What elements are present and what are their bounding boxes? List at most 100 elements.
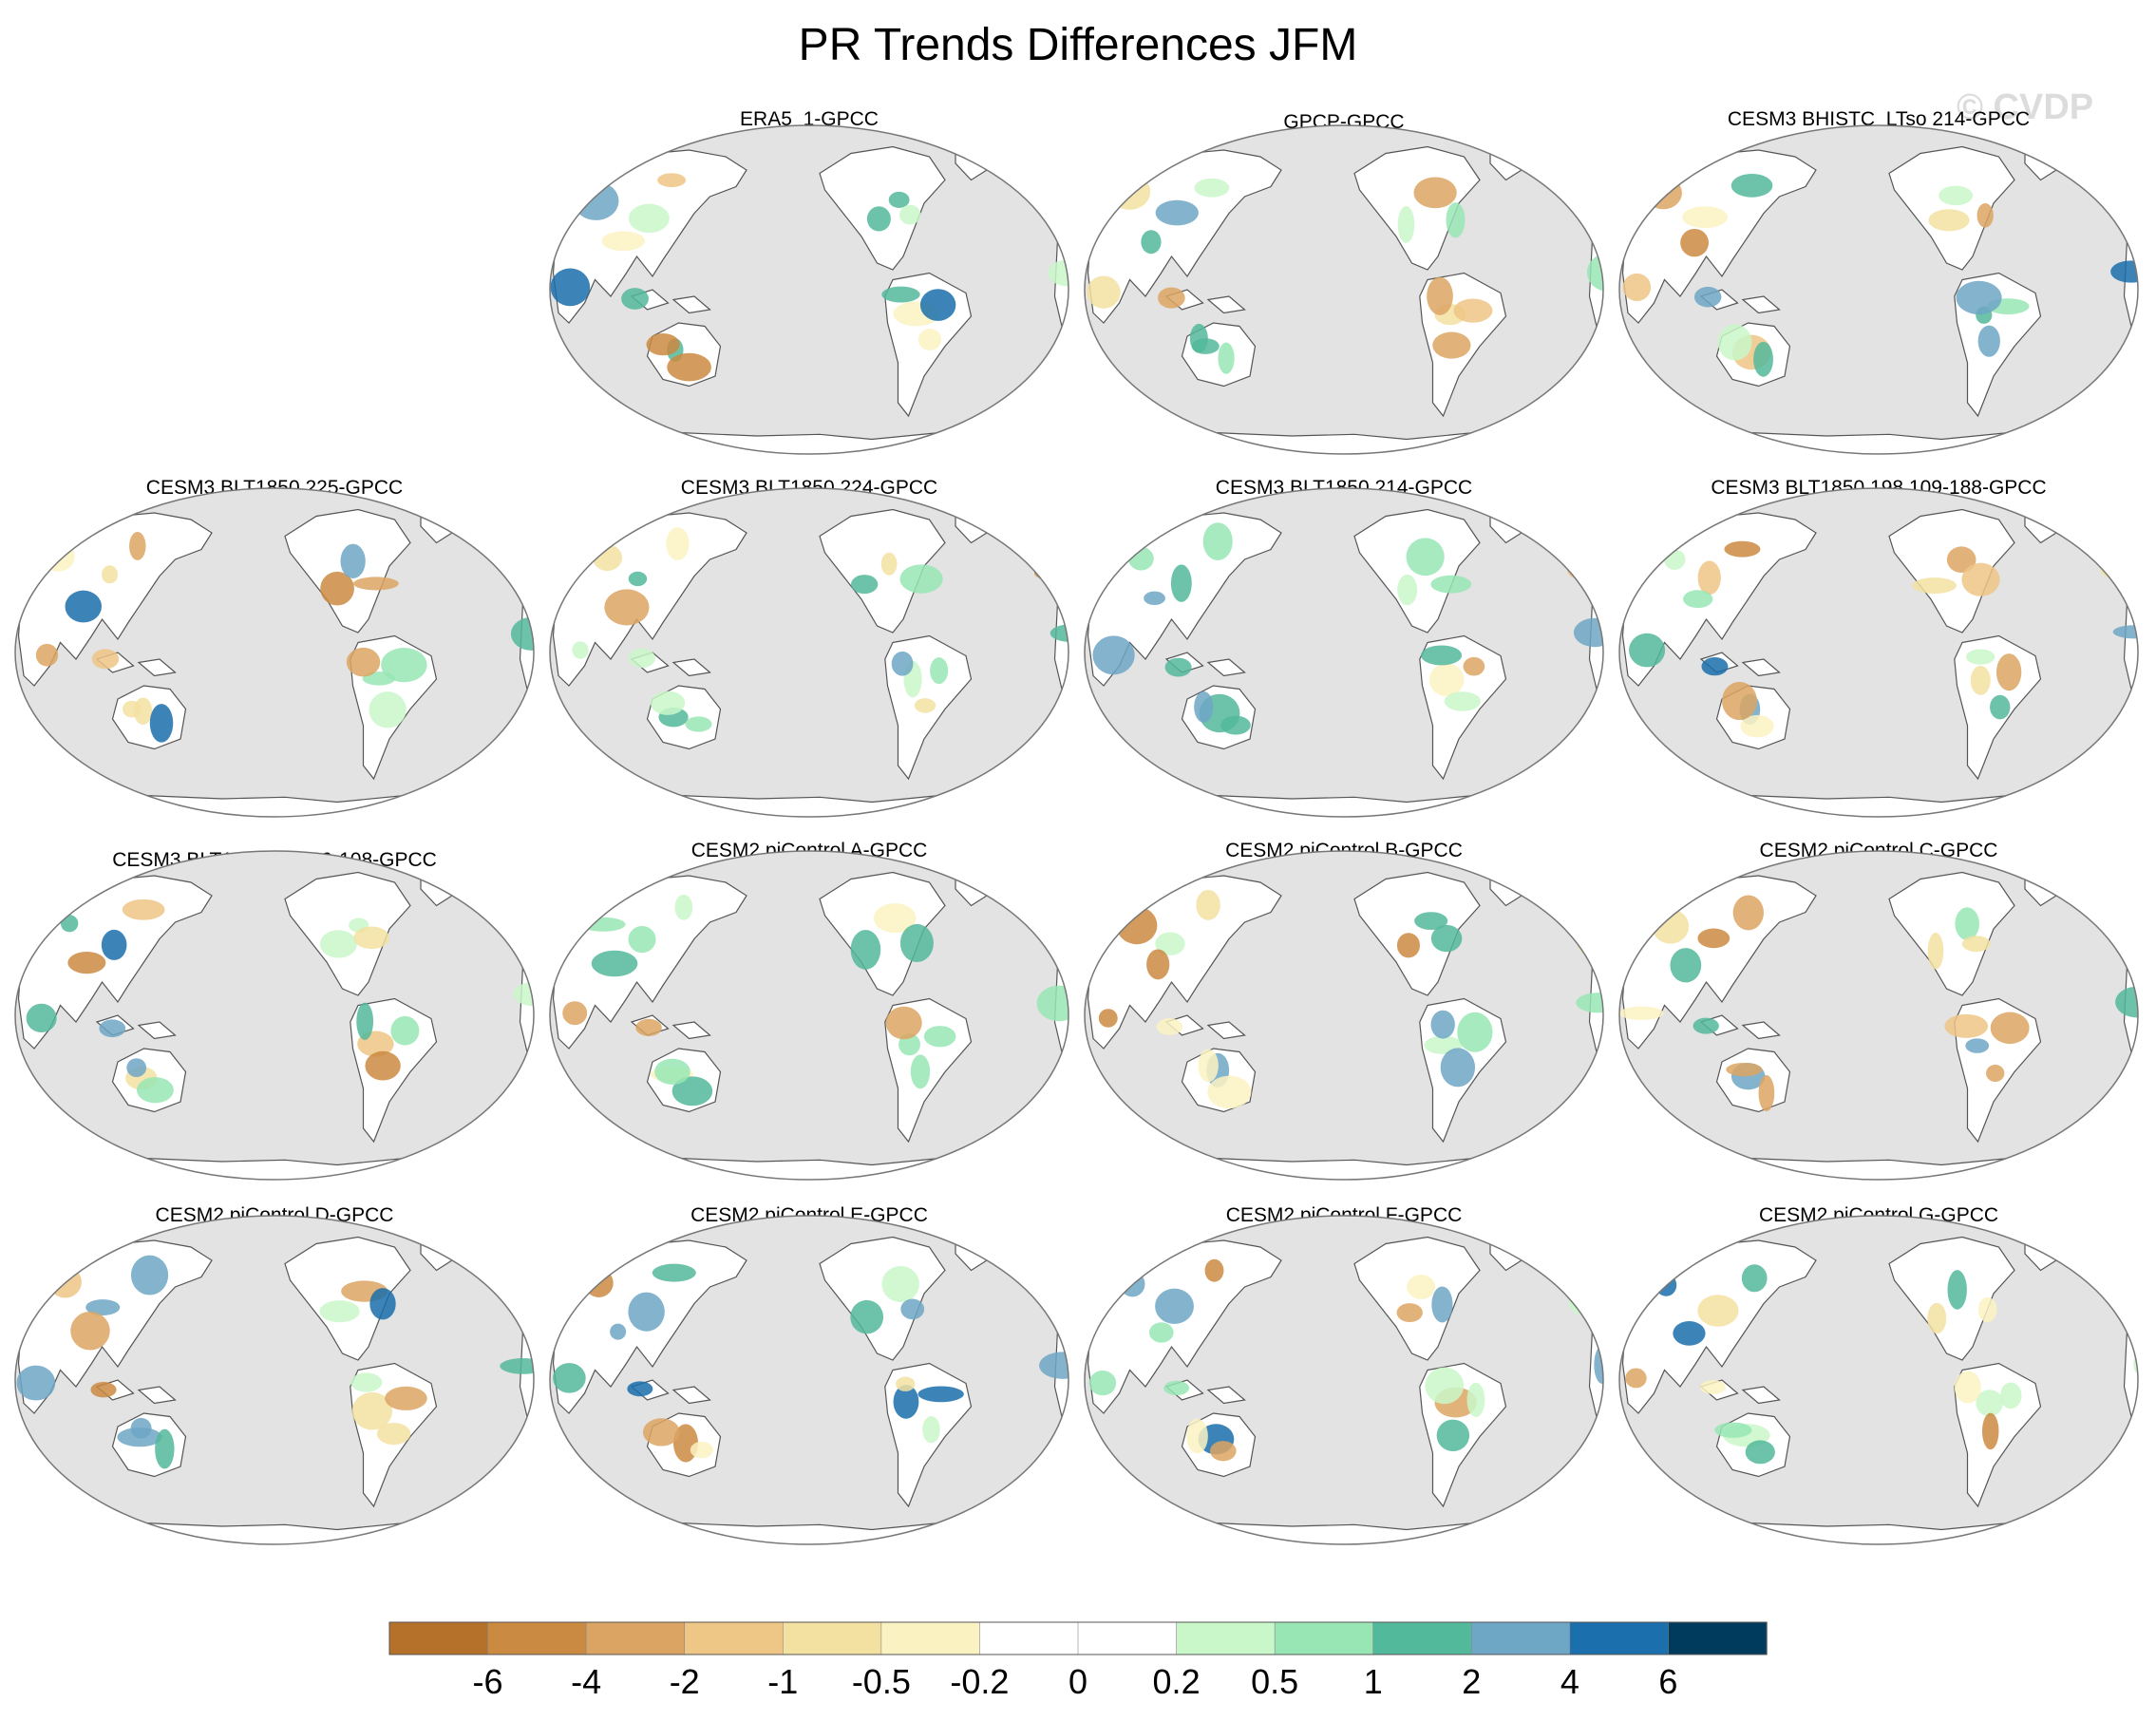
anomaly-patch [1573,617,1603,648]
anomaly-patch [667,352,711,382]
anomaly-patch [385,1386,427,1410]
anomaly-patch [1155,1288,1194,1324]
map-frame [549,850,1069,1181]
anomaly-patch [642,1418,680,1447]
anomaly-patch [1453,298,1493,323]
map-frame [549,487,1069,818]
map-panel [14,850,535,1181]
anomaly-patch [652,1263,696,1282]
anomaly-patch [1164,657,1192,677]
anomaly-patch [1947,1270,1967,1310]
anomaly-patch [1432,331,1471,359]
anomaly-patch [1087,275,1121,309]
anomaly-patch [1753,341,1773,377]
anomaly-patch [130,1255,169,1295]
anomaly-patch [635,1018,662,1036]
anomaly-patch [604,589,650,626]
map-frame [549,1215,1069,1545]
anomaly-patch [130,1417,152,1439]
anomaly-patch [1196,889,1220,920]
anomaly-patch [930,657,949,685]
anomaly-patch [1939,185,1974,206]
anomaly-patch [1088,1371,1117,1396]
colorbar-outline [388,1621,1768,1655]
anomaly-patch [899,923,934,962]
anomaly-patch [1207,1075,1252,1109]
panel-title: CESM3 BHISTC_LTso 214-GPCC [1727,108,2031,130]
anomaly-patch [657,173,687,188]
anomaly-patch [390,1015,420,1046]
colorbar-segment [1569,1621,1670,1655]
map-panel [549,1215,1069,1545]
anomaly-patch [500,1357,534,1374]
anomaly-patch [1928,209,1970,232]
anomaly-patch [591,950,638,977]
anomaly-patch [351,1391,393,1430]
anomaly-patch [90,1381,117,1398]
landmass [1741,295,1781,314]
anomaly-patch [850,1299,884,1334]
anomaly-patch [1427,276,1453,315]
colorbar-segment [1176,1621,1276,1655]
anomaly-patch [1693,1017,1719,1034]
anomaly-patch [1629,633,1666,668]
anomaly-patch [16,1365,56,1401]
anomaly-patch [896,1376,916,1391]
watermark: © CVDP [1957,87,2094,127]
anomaly-patch [1717,324,1752,361]
anomaly-patch [1976,203,1994,228]
anomaly-patch [126,1058,147,1078]
anomaly-patch [1098,1009,1118,1028]
anomaly-patch [1407,1275,1436,1299]
landmass [1741,658,1781,677]
anomaly-patch [1039,1352,1069,1379]
anomaly-patch [35,643,59,667]
anomaly-patch [1397,574,1418,606]
anomaly-patch [1995,653,2022,691]
anomaly-patch [122,898,165,920]
anomaly-patch [149,704,174,743]
anomaly-patch [1977,325,2000,357]
anomaly-patch [1431,1286,1453,1323]
landmass [1206,295,1246,314]
colorbar-tick-label: 2 [1462,1662,1482,1701]
anomaly-patch [1413,177,1457,209]
map-frame [1618,1215,2139,1545]
colorbar-tick-label: 0.5 [1251,1662,1299,1701]
colorbar-tick-label: 1 [1363,1662,1383,1701]
anomaly-patch [2112,625,2138,639]
anomaly-patch [1155,199,1199,226]
colorbar-tick-label: 6 [1658,1662,1678,1701]
anomaly-patch [628,925,656,954]
anomaly-patch [1092,635,1135,675]
colorbar-tick-label: -0.5 [851,1662,911,1701]
anomaly-patch [1622,273,1652,301]
landmass [819,508,946,634]
map-frame [549,124,1069,455]
landmass [1353,871,1481,996]
anomaly-patch [850,929,881,970]
anomaly-patch [1421,645,1463,666]
anomaly-patch [1741,1264,1768,1293]
anomaly-patch [910,1054,931,1089]
anomaly-patch [99,1019,126,1038]
anomaly-patch [1158,287,1185,309]
anomaly-patch [923,1026,956,1048]
map-panel [549,850,1069,1181]
anomaly-patch [352,577,399,591]
anomaly-patch [91,649,120,670]
anomaly-patch [1683,590,1713,609]
map-frame [1618,850,2139,1181]
anomaly-patch [1726,1062,1763,1077]
colorbar-tick-label: 4 [1560,1662,1579,1701]
anomaly-patch [1721,681,1757,721]
anomaly-patch [1700,1380,1726,1394]
anomaly-patch [1927,932,1944,970]
colorbar-segment [1274,1621,1374,1655]
anomaly-patch [381,647,427,683]
anomaly-patch [674,894,693,920]
anomaly-patch [1444,691,1482,711]
anomaly-patch [1466,1382,1485,1418]
map-panel [549,124,1069,455]
